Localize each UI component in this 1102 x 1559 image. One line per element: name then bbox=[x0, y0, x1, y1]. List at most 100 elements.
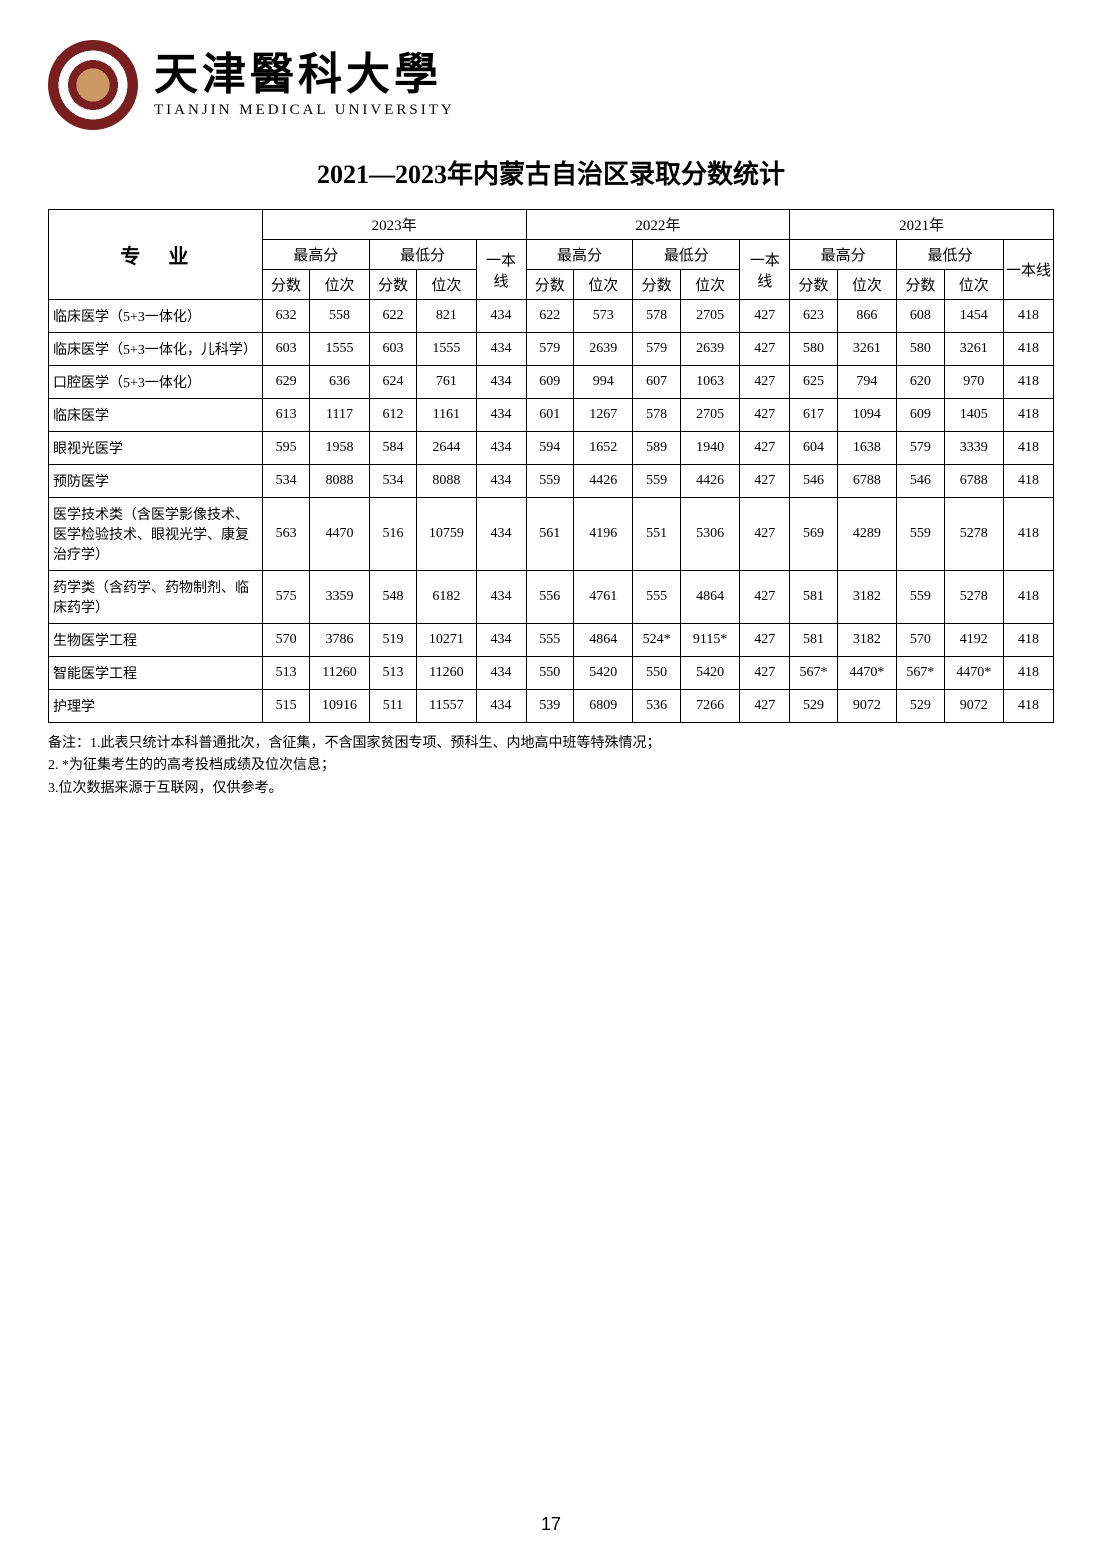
col-rank: 位次 bbox=[837, 270, 896, 300]
data-cell: 632 bbox=[262, 300, 310, 333]
data-cell: 570 bbox=[897, 624, 945, 657]
data-cell: 581 bbox=[790, 571, 838, 624]
table-row: 临床医学613111761211614346011267578270542761… bbox=[49, 399, 1054, 432]
table-row: 预防医学534808853480884345594426559442642754… bbox=[49, 465, 1054, 498]
data-cell: 4864 bbox=[680, 571, 739, 624]
data-cell: 418 bbox=[1003, 465, 1053, 498]
data-cell: 427 bbox=[740, 333, 790, 366]
university-name-en: TIANJIN MEDICAL UNIVERSITY bbox=[154, 102, 455, 119]
table-row: 医学技术类（含医学影像技术、医学检验技术、眼视光学、康复治疗学）56344705… bbox=[49, 498, 1054, 571]
data-cell: 4426 bbox=[574, 465, 633, 498]
data-cell: 434 bbox=[476, 498, 526, 571]
col-max-2021: 最高分 bbox=[790, 240, 897, 270]
major-cell: 智能医学工程 bbox=[49, 657, 263, 690]
data-cell: 434 bbox=[476, 300, 526, 333]
data-cell: 559 bbox=[897, 571, 945, 624]
data-cell: 5306 bbox=[680, 498, 739, 571]
note-line: 备注：1.此表只统计本科普通批次，含征集，不含国家贫困专项、预科生、内地高中班等… bbox=[48, 733, 1054, 755]
major-cell: 护理学 bbox=[49, 690, 263, 723]
col-rank: 位次 bbox=[680, 270, 739, 300]
data-cell: 434 bbox=[476, 571, 526, 624]
data-cell: 5420 bbox=[680, 657, 739, 690]
data-cell: 529 bbox=[897, 690, 945, 723]
data-cell: 513 bbox=[262, 657, 310, 690]
data-cell: 555 bbox=[633, 571, 681, 624]
col-score: 分数 bbox=[897, 270, 945, 300]
header-logo: 天津醫科大學 TIANJIN MEDICAL UNIVERSITY bbox=[48, 40, 1054, 130]
note-line: 3.位次数据来源于互联网，仅供参考。 bbox=[48, 778, 1054, 800]
data-cell: 434 bbox=[476, 465, 526, 498]
table-header: 专业 2023年 2022年 2021年 最高分 最低分 一本线 最高分 最低分… bbox=[49, 210, 1054, 300]
table-row: 药学类（含药学、药物制剂、临床药学）5753359548618243455647… bbox=[49, 571, 1054, 624]
data-cell: 434 bbox=[476, 624, 526, 657]
data-cell: 1958 bbox=[310, 432, 369, 465]
data-cell: 434 bbox=[476, 366, 526, 399]
data-cell: 10759 bbox=[417, 498, 476, 571]
data-cell: 578 bbox=[633, 300, 681, 333]
data-cell: 1161 bbox=[417, 399, 476, 432]
data-cell: 10916 bbox=[310, 690, 369, 723]
data-cell: 603 bbox=[369, 333, 417, 366]
data-cell: 6182 bbox=[417, 571, 476, 624]
data-cell: 534 bbox=[262, 465, 310, 498]
data-cell: 604 bbox=[790, 432, 838, 465]
data-cell: 607 bbox=[633, 366, 681, 399]
data-cell: 427 bbox=[740, 571, 790, 624]
data-cell: 1267 bbox=[574, 399, 633, 432]
col-year-2022: 2022年 bbox=[526, 210, 790, 240]
data-cell: 6788 bbox=[944, 465, 1003, 498]
data-cell: 4192 bbox=[944, 624, 1003, 657]
data-cell: 418 bbox=[1003, 333, 1053, 366]
data-cell: 3359 bbox=[310, 571, 369, 624]
col-score: 分数 bbox=[790, 270, 838, 300]
table-row: 临床医学（5+3一体化，儿科学）603155560315554345792639… bbox=[49, 333, 1054, 366]
data-cell: 578 bbox=[633, 399, 681, 432]
col-rank: 位次 bbox=[310, 270, 369, 300]
data-cell: 6809 bbox=[574, 690, 633, 723]
data-cell: 546 bbox=[790, 465, 838, 498]
data-cell: 3182 bbox=[837, 571, 896, 624]
data-cell: 4426 bbox=[680, 465, 739, 498]
data-cell: 620 bbox=[897, 366, 945, 399]
data-cell: 558 bbox=[310, 300, 369, 333]
data-cell: 2639 bbox=[574, 333, 633, 366]
data-cell: 550 bbox=[633, 657, 681, 690]
data-cell: 1940 bbox=[680, 432, 739, 465]
col-line-2021: 一本线 bbox=[1003, 240, 1053, 300]
page-title: 2021—2023年内蒙古自治区录取分数统计 bbox=[48, 154, 1054, 191]
data-cell: 418 bbox=[1003, 399, 1053, 432]
data-cell: 5420 bbox=[574, 657, 633, 690]
notes-block: 备注：1.此表只统计本科普通批次，含征集，不含国家贫困专项、预科生、内地高中班等… bbox=[48, 733, 1054, 800]
data-cell: 629 bbox=[262, 366, 310, 399]
data-cell: 427 bbox=[740, 366, 790, 399]
data-cell: 559 bbox=[897, 498, 945, 571]
data-cell: 5278 bbox=[944, 571, 1003, 624]
data-cell: 427 bbox=[740, 399, 790, 432]
major-cell: 临床医学（5+3一体化，儿科学） bbox=[49, 333, 263, 366]
table-body: 临床医学（5+3一体化）6325586228214346225735782705… bbox=[49, 300, 1054, 723]
data-cell: 7266 bbox=[680, 690, 739, 723]
data-cell: 418 bbox=[1003, 624, 1053, 657]
major-cell: 临床医学 bbox=[49, 399, 263, 432]
data-cell: 594 bbox=[526, 432, 574, 465]
data-cell: 427 bbox=[740, 300, 790, 333]
data-cell: 2705 bbox=[680, 399, 739, 432]
data-cell: 561 bbox=[526, 498, 574, 571]
data-cell: 569 bbox=[790, 498, 838, 571]
data-cell: 622 bbox=[369, 300, 417, 333]
col-major: 专业 bbox=[49, 210, 263, 300]
data-cell: 548 bbox=[369, 571, 417, 624]
data-cell: 821 bbox=[417, 300, 476, 333]
major-cell: 眼视光医学 bbox=[49, 432, 263, 465]
col-score: 分数 bbox=[369, 270, 417, 300]
table-row: 护理学5151091651111557434539680953672664275… bbox=[49, 690, 1054, 723]
data-cell: 10271 bbox=[417, 624, 476, 657]
university-name-cn: 天津醫科大學 bbox=[154, 51, 455, 99]
major-cell: 生物医学工程 bbox=[49, 624, 263, 657]
data-cell: 580 bbox=[897, 333, 945, 366]
data-cell: 1405 bbox=[944, 399, 1003, 432]
major-cell: 口腔医学（5+3一体化） bbox=[49, 366, 263, 399]
data-cell: 434 bbox=[476, 333, 526, 366]
data-cell: 579 bbox=[526, 333, 574, 366]
table-row: 生物医学工程5703786519102714345554864524*9115*… bbox=[49, 624, 1054, 657]
